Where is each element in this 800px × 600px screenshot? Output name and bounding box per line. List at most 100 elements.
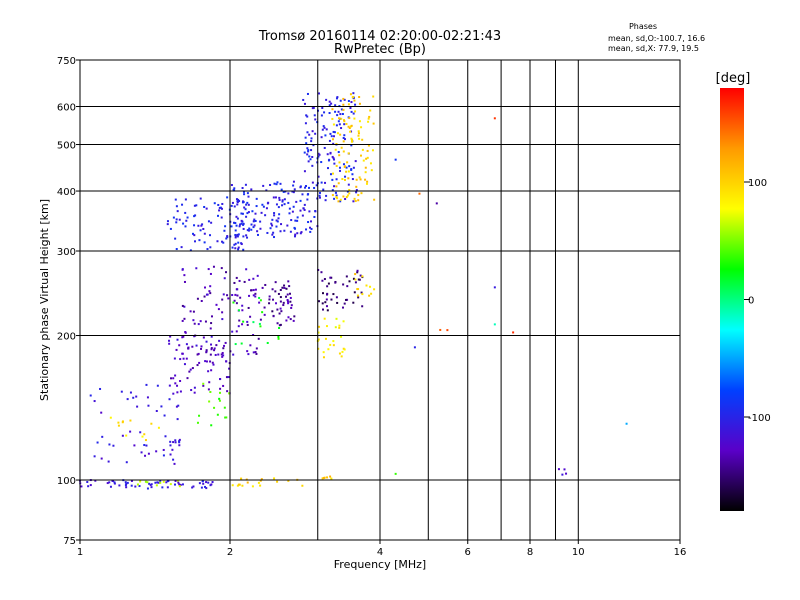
data-point <box>331 138 334 141</box>
data-point <box>342 136 345 139</box>
data-point <box>174 479 177 482</box>
data-point <box>230 184 233 187</box>
data-point <box>245 215 248 218</box>
data-point <box>228 392 231 395</box>
data-point <box>355 191 358 194</box>
data-point <box>296 216 299 219</box>
data-point <box>210 347 213 350</box>
data-point <box>344 298 347 301</box>
legend-line-o: mean, sd,O:-100.7, 16.6 <box>608 34 705 43</box>
legend: Phases mean, sd,O:-100.7, 16.6 mean, sd,… <box>608 22 705 53</box>
data-point <box>159 479 162 482</box>
data-point <box>350 140 353 143</box>
data-point <box>320 181 323 184</box>
data-point <box>304 122 307 125</box>
data-point <box>341 112 344 115</box>
data-point <box>240 477 243 480</box>
data-point <box>275 219 278 222</box>
data-point <box>222 241 225 244</box>
data-point <box>273 212 276 215</box>
data-point <box>176 338 179 341</box>
data-point <box>215 303 218 306</box>
data-point <box>200 486 203 489</box>
data-point <box>168 398 171 401</box>
data-point <box>203 241 206 244</box>
data-point <box>174 198 177 201</box>
data-point <box>271 288 274 291</box>
data-point <box>169 453 172 456</box>
data-point <box>209 272 212 275</box>
x-tick-label: 16 <box>674 547 687 558</box>
data-point <box>252 294 255 297</box>
data-point <box>446 329 449 332</box>
data-point <box>146 481 149 484</box>
data-point <box>197 323 200 326</box>
data-point <box>350 110 353 113</box>
data-point <box>139 431 142 434</box>
data-point <box>345 170 348 173</box>
data-point <box>327 348 330 351</box>
data-point <box>299 232 302 235</box>
data-point <box>317 331 320 334</box>
data-point <box>322 125 325 128</box>
data-point <box>220 207 223 210</box>
data-point <box>145 444 148 447</box>
data-point <box>169 227 172 230</box>
data-point <box>210 369 213 372</box>
data-point <box>318 196 321 199</box>
data-point <box>271 310 274 313</box>
data-point <box>328 112 331 115</box>
data-point <box>133 444 136 447</box>
data-point <box>209 360 212 363</box>
data-point <box>352 301 355 304</box>
data-point <box>132 396 135 399</box>
data-point <box>169 444 172 447</box>
data-point <box>279 300 282 303</box>
data-point <box>273 236 276 239</box>
data-point <box>222 293 225 296</box>
data-point <box>252 220 255 223</box>
data-point <box>161 486 164 489</box>
data-point <box>265 207 268 210</box>
colorbar <box>720 88 744 511</box>
data-point <box>355 189 358 192</box>
data-point <box>100 457 103 460</box>
data-point <box>288 207 291 210</box>
data-point <box>317 155 320 158</box>
data-point <box>183 274 186 277</box>
data-point <box>310 137 313 140</box>
data-point <box>109 416 112 419</box>
data-point <box>165 481 168 484</box>
data-point <box>209 246 212 249</box>
data-point <box>372 95 375 98</box>
data-point <box>219 391 222 394</box>
data-point <box>177 481 180 484</box>
data-point <box>325 98 328 101</box>
data-point <box>272 315 275 318</box>
data-point <box>243 193 246 196</box>
data-point <box>223 277 226 280</box>
data-point <box>211 361 214 364</box>
data-point <box>246 236 249 239</box>
data-point <box>125 483 128 486</box>
data-point <box>318 153 321 156</box>
data-point <box>320 114 323 117</box>
data-point <box>343 120 346 123</box>
data-point <box>198 361 201 364</box>
data-point <box>324 199 327 202</box>
data-point <box>183 317 186 320</box>
data-point <box>282 190 285 193</box>
data-point <box>279 230 282 233</box>
data-point <box>224 225 227 228</box>
data-point <box>324 337 327 340</box>
data-point <box>252 333 255 336</box>
data-point <box>230 225 233 228</box>
data-point <box>204 286 207 289</box>
data-point <box>348 117 351 120</box>
data-point <box>236 233 239 236</box>
data-point <box>342 320 345 323</box>
data-point <box>354 160 357 163</box>
data-point <box>236 200 239 203</box>
data-point <box>185 357 188 360</box>
data-point <box>279 307 282 310</box>
